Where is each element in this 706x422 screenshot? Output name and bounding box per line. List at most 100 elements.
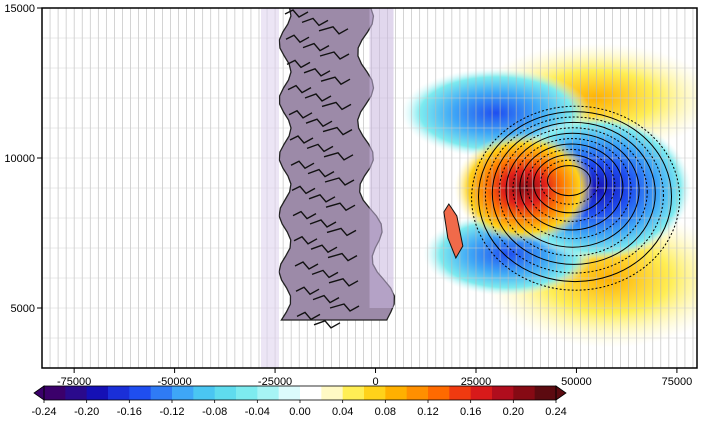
band-contour	[284, 9, 309, 18]
contour-line	[505, 132, 640, 248]
contour-line	[519, 143, 624, 231]
x-tick-label: -75000	[57, 376, 91, 388]
colorbar-swatch	[342, 386, 365, 400]
colorbar-swatch	[257, 386, 280, 400]
band-contour	[290, 160, 315, 170]
colorbar-swatch	[172, 386, 194, 400]
band-contour	[326, 227, 357, 237]
colorbar-swatch	[364, 386, 386, 400]
colorbar-label: -0.16	[117, 406, 142, 418]
colorbar-extend-low	[33, 385, 45, 401]
colorbar-swatch	[321, 386, 344, 400]
band-contour	[308, 193, 336, 203]
band-contour	[288, 109, 313, 119]
y-tick-label: 10000	[4, 153, 35, 165]
band-contour	[292, 210, 317, 220]
colorbar-swatch	[214, 386, 237, 400]
colorbar-swatch	[300, 386, 322, 400]
contour-line	[540, 159, 600, 205]
contour-line	[526, 148, 616, 222]
band-contour	[313, 319, 341, 329]
colorbar-swatch	[108, 386, 130, 400]
colorbar-swatch	[513, 386, 536, 400]
band-contour	[328, 278, 359, 287]
colorbar-label: 0.08	[375, 406, 396, 418]
band-contour	[325, 202, 356, 212]
band-contour	[321, 101, 352, 111]
band-contour	[286, 59, 311, 69]
band-halo-left	[261, 8, 280, 368]
band-layer	[261, 8, 464, 368]
colorbar-label: 0.20	[503, 406, 524, 418]
x-tick-label: -50000	[157, 376, 191, 388]
colorbar: -0.24 -0.20 -0.16 -0.12 -0.08 -0.04 0.00 0.04 0.…	[31, 385, 567, 418]
band-contour	[318, 26, 349, 35]
contour-line	[547, 165, 592, 197]
band-contour	[310, 244, 338, 254]
colorbar-swatch	[65, 386, 88, 400]
band-contour	[289, 135, 314, 144]
band-contour	[291, 185, 316, 195]
colorbar-swatch	[449, 386, 472, 400]
colorbar-label: -0.12	[159, 406, 184, 418]
band-contour	[324, 177, 355, 186]
colorbar-label: -0.04	[245, 406, 270, 418]
band-contour	[322, 126, 353, 136]
colorbar-swatch	[44, 386, 66, 400]
contour-line	[498, 127, 648, 257]
band-contour	[285, 34, 310, 44]
band-contour	[287, 84, 312, 94]
contour-line	[491, 121, 656, 265]
colorbar-swatch	[470, 386, 493, 400]
y-tick-label: 5000	[11, 303, 35, 315]
x-tick-label: 25000	[461, 376, 492, 388]
x-tick-label: 0	[372, 376, 378, 388]
colorbar-swatch	[193, 386, 216, 400]
x-tick-label: 50000	[561, 376, 592, 388]
band-contour	[303, 67, 331, 77]
band-contour	[295, 286, 320, 296]
x-tick-label: -25000	[258, 376, 292, 388]
band-contour	[309, 219, 337, 228]
colorbar-swatch	[385, 386, 408, 400]
colorbar-swatch	[278, 386, 301, 400]
contour-layer	[471, 105, 681, 291]
colorbar-extend-high	[555, 385, 567, 401]
colorbar-label: -0.24	[31, 406, 56, 418]
y-axis: 5000 10000 15000	[4, 3, 42, 315]
colorbar-swatch	[492, 386, 514, 400]
band-contour	[319, 51, 350, 60]
contour-line	[484, 116, 664, 274]
band-contour	[307, 168, 335, 178]
contour-line	[533, 154, 608, 214]
contour-line	[478, 111, 673, 283]
colorbar-label: -0.08	[202, 406, 227, 418]
band-contour	[323, 152, 354, 161]
band-contour	[296, 311, 321, 321]
band-contour	[311, 269, 339, 279]
colorbar-label: -0.20	[74, 406, 99, 418]
colorbar-label: 0.16	[460, 406, 481, 418]
colorbar-swatch	[86, 386, 109, 400]
band-contour	[306, 143, 334, 153]
colorbar-swatch	[428, 386, 450, 400]
band-contour	[312, 294, 340, 304]
grid-layer	[42, 8, 697, 368]
contour-line	[471, 105, 681, 291]
band-contour	[293, 235, 318, 245]
x-axis: -75000 -50000 -25000 0 25000 50000 75000	[57, 368, 692, 388]
colorbar-swatch	[150, 386, 173, 400]
band-contour	[304, 93, 332, 102]
colorbar-swatch	[129, 386, 152, 400]
colorbar-label: 0.12	[417, 406, 438, 418]
band-contour	[329, 303, 360, 312]
band-contour	[320, 76, 351, 86]
band-contour	[302, 42, 330, 52]
band-positive-patch	[443, 203, 464, 260]
band-contour	[294, 261, 319, 270]
vertical-band	[278, 8, 396, 321]
colorbar-label: 0.00	[289, 406, 310, 418]
y-tick-label: 15000	[4, 3, 35, 15]
band-contour	[327, 252, 358, 262]
